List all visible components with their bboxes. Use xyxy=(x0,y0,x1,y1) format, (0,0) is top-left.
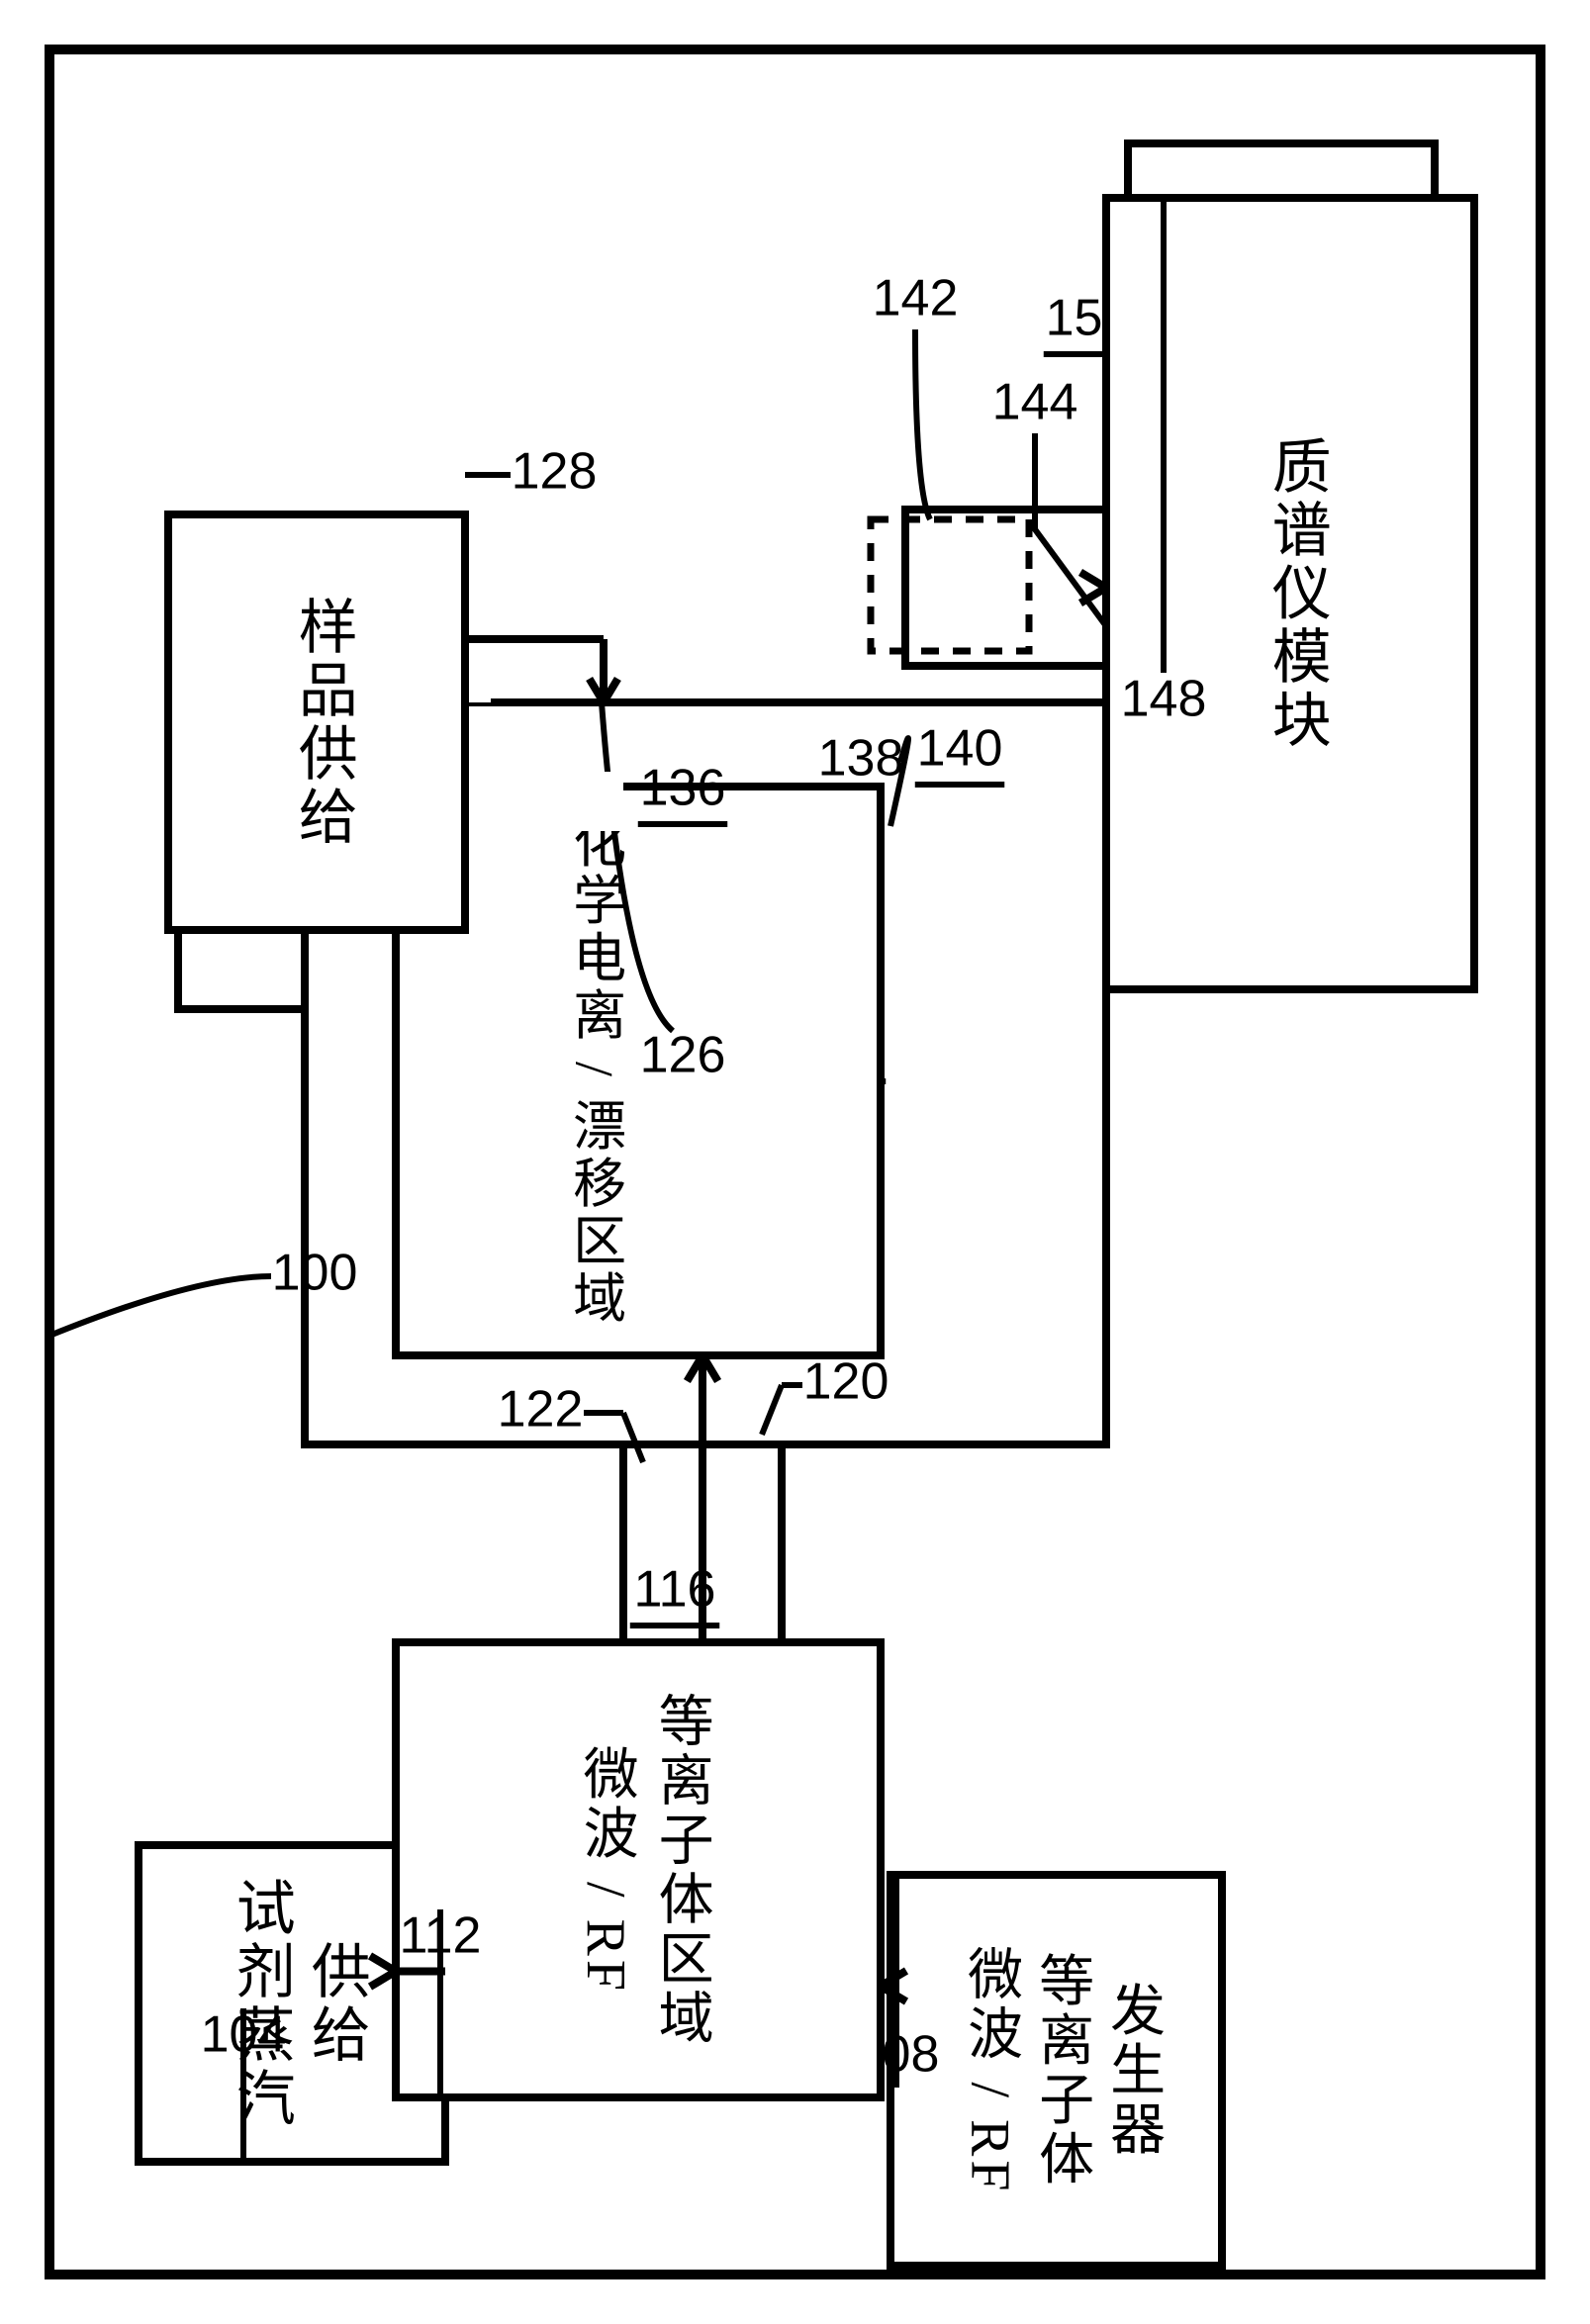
label-n100: 100 xyxy=(272,1245,358,1302)
svg-text:138: 138 xyxy=(818,730,904,788)
svg-text:发生器: 发生器 xyxy=(1102,1982,1165,2160)
sample-supply-label: 样品供给 xyxy=(290,596,356,849)
label-n148: 148 xyxy=(1121,671,1207,728)
label-n144: 144 xyxy=(992,374,1078,431)
chamber-label: 化学电离 / 漂移区域 xyxy=(565,814,625,1327)
plasma-generator-label: 微波 / RF等离子体发生器 xyxy=(960,1945,1165,2194)
svg-text:样品供给: 样品供给 xyxy=(290,596,356,849)
svg-text:142: 142 xyxy=(873,270,959,327)
svg-text:微波 / RF: 微波 / RF xyxy=(960,1945,1023,2194)
label-n140: 140 xyxy=(915,720,1004,785)
svg-text:140: 140 xyxy=(917,720,1003,778)
massspec-label: 质谱仪模块 xyxy=(1263,435,1330,752)
svg-text:等离子体: 等离子体 xyxy=(1031,1952,1093,2189)
label-n120: 120 xyxy=(803,1353,889,1411)
label-n142: 142 xyxy=(873,270,959,327)
label-n126: 126 xyxy=(640,1027,726,1084)
svg-text:供给: 供给 xyxy=(303,1940,369,2067)
svg-text:等离子体区域: 等离子体区域 xyxy=(650,1692,712,2048)
label-n122: 122 xyxy=(498,1381,584,1439)
svg-text:144: 144 xyxy=(992,374,1078,431)
label-n136: 136 xyxy=(638,760,727,824)
svg-text:试剂蒸汽: 试剂蒸汽 xyxy=(228,1877,293,2130)
svg-text:100: 100 xyxy=(272,1245,358,1302)
svg-text:122: 122 xyxy=(498,1381,584,1439)
svg-text:质谱仪模块: 质谱仪模块 xyxy=(1263,435,1330,752)
svg-text:148: 148 xyxy=(1121,671,1207,728)
svg-text:120: 120 xyxy=(803,1353,889,1411)
svg-text:128: 128 xyxy=(512,443,598,501)
plasma-region-box xyxy=(396,1642,881,2097)
label-n138: 138 xyxy=(818,730,904,788)
svg-text:化学电离 / 漂移区域: 化学电离 / 漂移区域 xyxy=(565,814,625,1327)
svg-text:126: 126 xyxy=(640,1027,726,1084)
svg-text:微波 / RF: 微波 / RF xyxy=(575,1745,638,1995)
svg-text:136: 136 xyxy=(640,760,726,817)
